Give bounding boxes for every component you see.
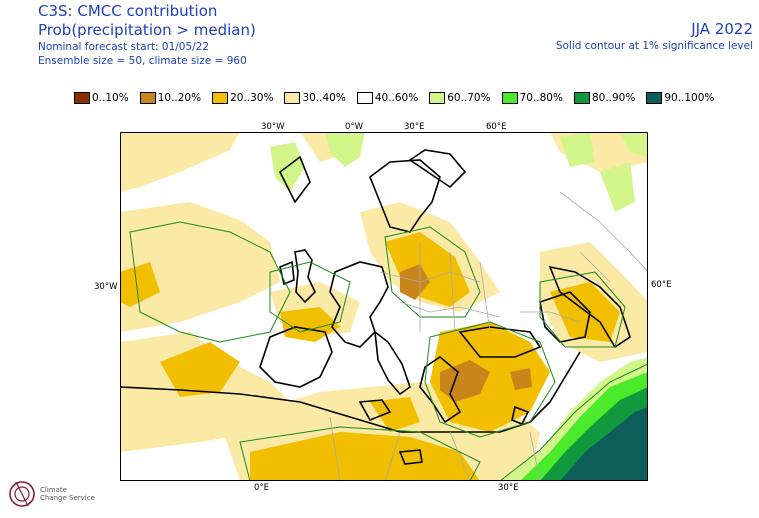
season-label: JJA 2022 <box>691 20 753 38</box>
legend-label: 40..60% <box>374 92 419 104</box>
legend-swatch <box>139 92 156 104</box>
contour-note: Solid contour at 1% significance level <box>555 40 753 52</box>
legend-swatch <box>356 92 373 104</box>
country-borders <box>329 191 648 481</box>
axis-label-bottom-0e: 0°E <box>254 483 270 493</box>
header-right: JJA 2022 Solid contour at 1% significanc… <box>556 20 753 53</box>
legend-item: 10..20% <box>139 92 202 104</box>
legend-item: 20..30% <box>212 92 273 104</box>
logo-line2: Change Service <box>40 494 95 502</box>
legend-swatch <box>74 92 90 104</box>
legend-swatch <box>212 92 229 104</box>
legend-label: 0..10% <box>92 92 129 104</box>
logo-line1: Climate <box>40 486 67 494</box>
legend-item: 90..100% <box>646 92 714 104</box>
axis-label-right: 60°E <box>651 280 672 290</box>
legend-label: 60..70% <box>447 92 491 104</box>
axis-label-bottom-30e: 30°E <box>498 483 519 493</box>
prob-20-30-regions <box>120 232 620 481</box>
legend-item: 30..40% <box>284 92 346 104</box>
legend-label: 90..100% <box>664 92 715 104</box>
legend-label: 70..80% <box>519 92 563 104</box>
ensemble-size: Ensemble size = 50, climate size = 960 <box>38 55 247 67</box>
legend-item: 40..60% <box>356 92 419 104</box>
legend-item: 80..90% <box>573 92 636 104</box>
legend-label: 10..20% <box>157 92 202 104</box>
axis-label-top-30w: 30°W <box>261 122 285 132</box>
legend-swatch <box>284 92 301 104</box>
legend-swatch <box>501 92 518 104</box>
forecast-start: Nominal forecast start: 01/05/22 <box>38 41 210 53</box>
legend-item: 70..80% <box>501 92 563 104</box>
chart-title: C3S: CMCC contribution <box>38 2 218 20</box>
legend: 0..10% 10..20% 20..30% 30..40% 40..60% 6… <box>74 92 725 104</box>
legend-swatch <box>573 92 590 104</box>
legend-item: 60..70% <box>429 92 491 104</box>
axis-label-top-60e: 60°E <box>486 122 507 132</box>
axis-label-left: 30°W <box>94 282 118 292</box>
prob-high-se-regions <box>500 357 648 481</box>
legend-swatch <box>646 92 663 104</box>
climate-change-service-logo: Climate Change Service <box>9 481 95 507</box>
map-frame <box>120 132 648 481</box>
legend-label: 30..40% <box>302 92 346 104</box>
axis-label-top-0w: 0°W <box>345 122 364 132</box>
prob-10-20-regions <box>400 264 532 402</box>
legend-label: 20..30% <box>230 92 274 104</box>
chart-subtitle: Prob(precipitation > median) <box>38 21 256 39</box>
legend-label: 80..90% <box>591 92 636 104</box>
header: C3S: CMCC contribution Prob(precipitatio… <box>38 2 256 68</box>
legend-swatch <box>429 92 446 104</box>
axis-label-top-30e: 30°E <box>404 122 425 132</box>
probability-map <box>120 132 648 481</box>
significance-contours <box>129 221 648 481</box>
legend-item: 0..10% <box>74 92 129 104</box>
